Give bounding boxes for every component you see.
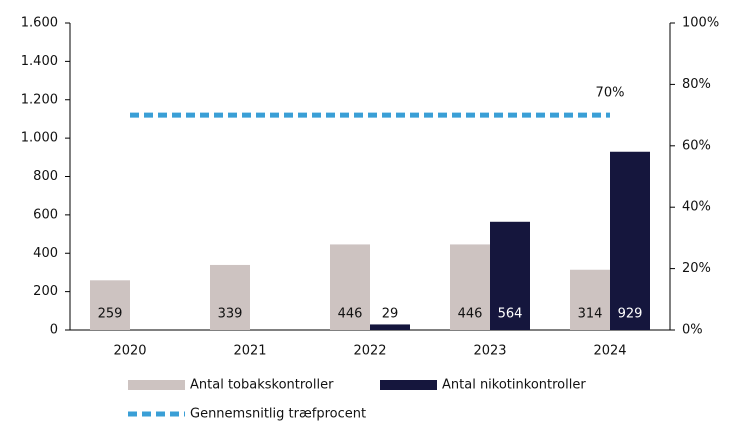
x-tick-label: 2021 [233, 344, 266, 359]
y2-tick-label: 80% [682, 77, 711, 92]
legend-swatch [128, 380, 185, 390]
x-tick-label: 2024 [593, 344, 626, 359]
legend-label: Gennemsnitlig træfprocent [190, 407, 366, 422]
bar [570, 269, 610, 330]
y2-tick-label: 100% [682, 16, 719, 31]
data-label: 29 [382, 307, 399, 322]
legend-label: Antal tobakskontroller [190, 378, 334, 393]
y-tick-label: 1.600 [21, 16, 58, 31]
bar [490, 221, 530, 330]
y2-tick-label: 20% [682, 261, 711, 276]
y-tick-label: 1.200 [21, 92, 58, 107]
x-tick-label: 2022 [353, 344, 386, 359]
data-label: 446 [458, 307, 483, 322]
legend-swatch [380, 380, 437, 390]
y2-tick-label: 0% [682, 323, 703, 338]
y-tick-label: 200 [33, 284, 58, 299]
x-tick-label: 2020 [113, 344, 146, 359]
data-label: 339 [218, 307, 243, 322]
bar [90, 280, 130, 330]
bar [370, 324, 410, 330]
y-tick-label: 1.000 [21, 131, 58, 146]
bar [450, 244, 490, 330]
y2-tick-label: 40% [682, 200, 711, 215]
data-label: 314 [578, 307, 603, 322]
y-tick-label: 1.400 [21, 54, 58, 69]
y-tick-label: 600 [33, 207, 58, 222]
y2-tick-label: 60% [682, 138, 711, 153]
y-tick-label: 400 [33, 246, 58, 261]
data-label: 564 [498, 307, 523, 322]
data-label: 446 [338, 307, 363, 322]
y-tick-label: 0 [50, 323, 58, 338]
legend-label: Antal nikotinkontroller [442, 378, 586, 393]
x-tick-label: 2023 [473, 344, 506, 359]
data-label: 259 [98, 307, 123, 322]
y-tick-label: 800 [33, 169, 58, 184]
bar [330, 244, 370, 330]
data-label: 70% [596, 86, 625, 101]
bar [210, 264, 250, 330]
bar [610, 151, 650, 330]
data-label: 929 [618, 307, 643, 322]
